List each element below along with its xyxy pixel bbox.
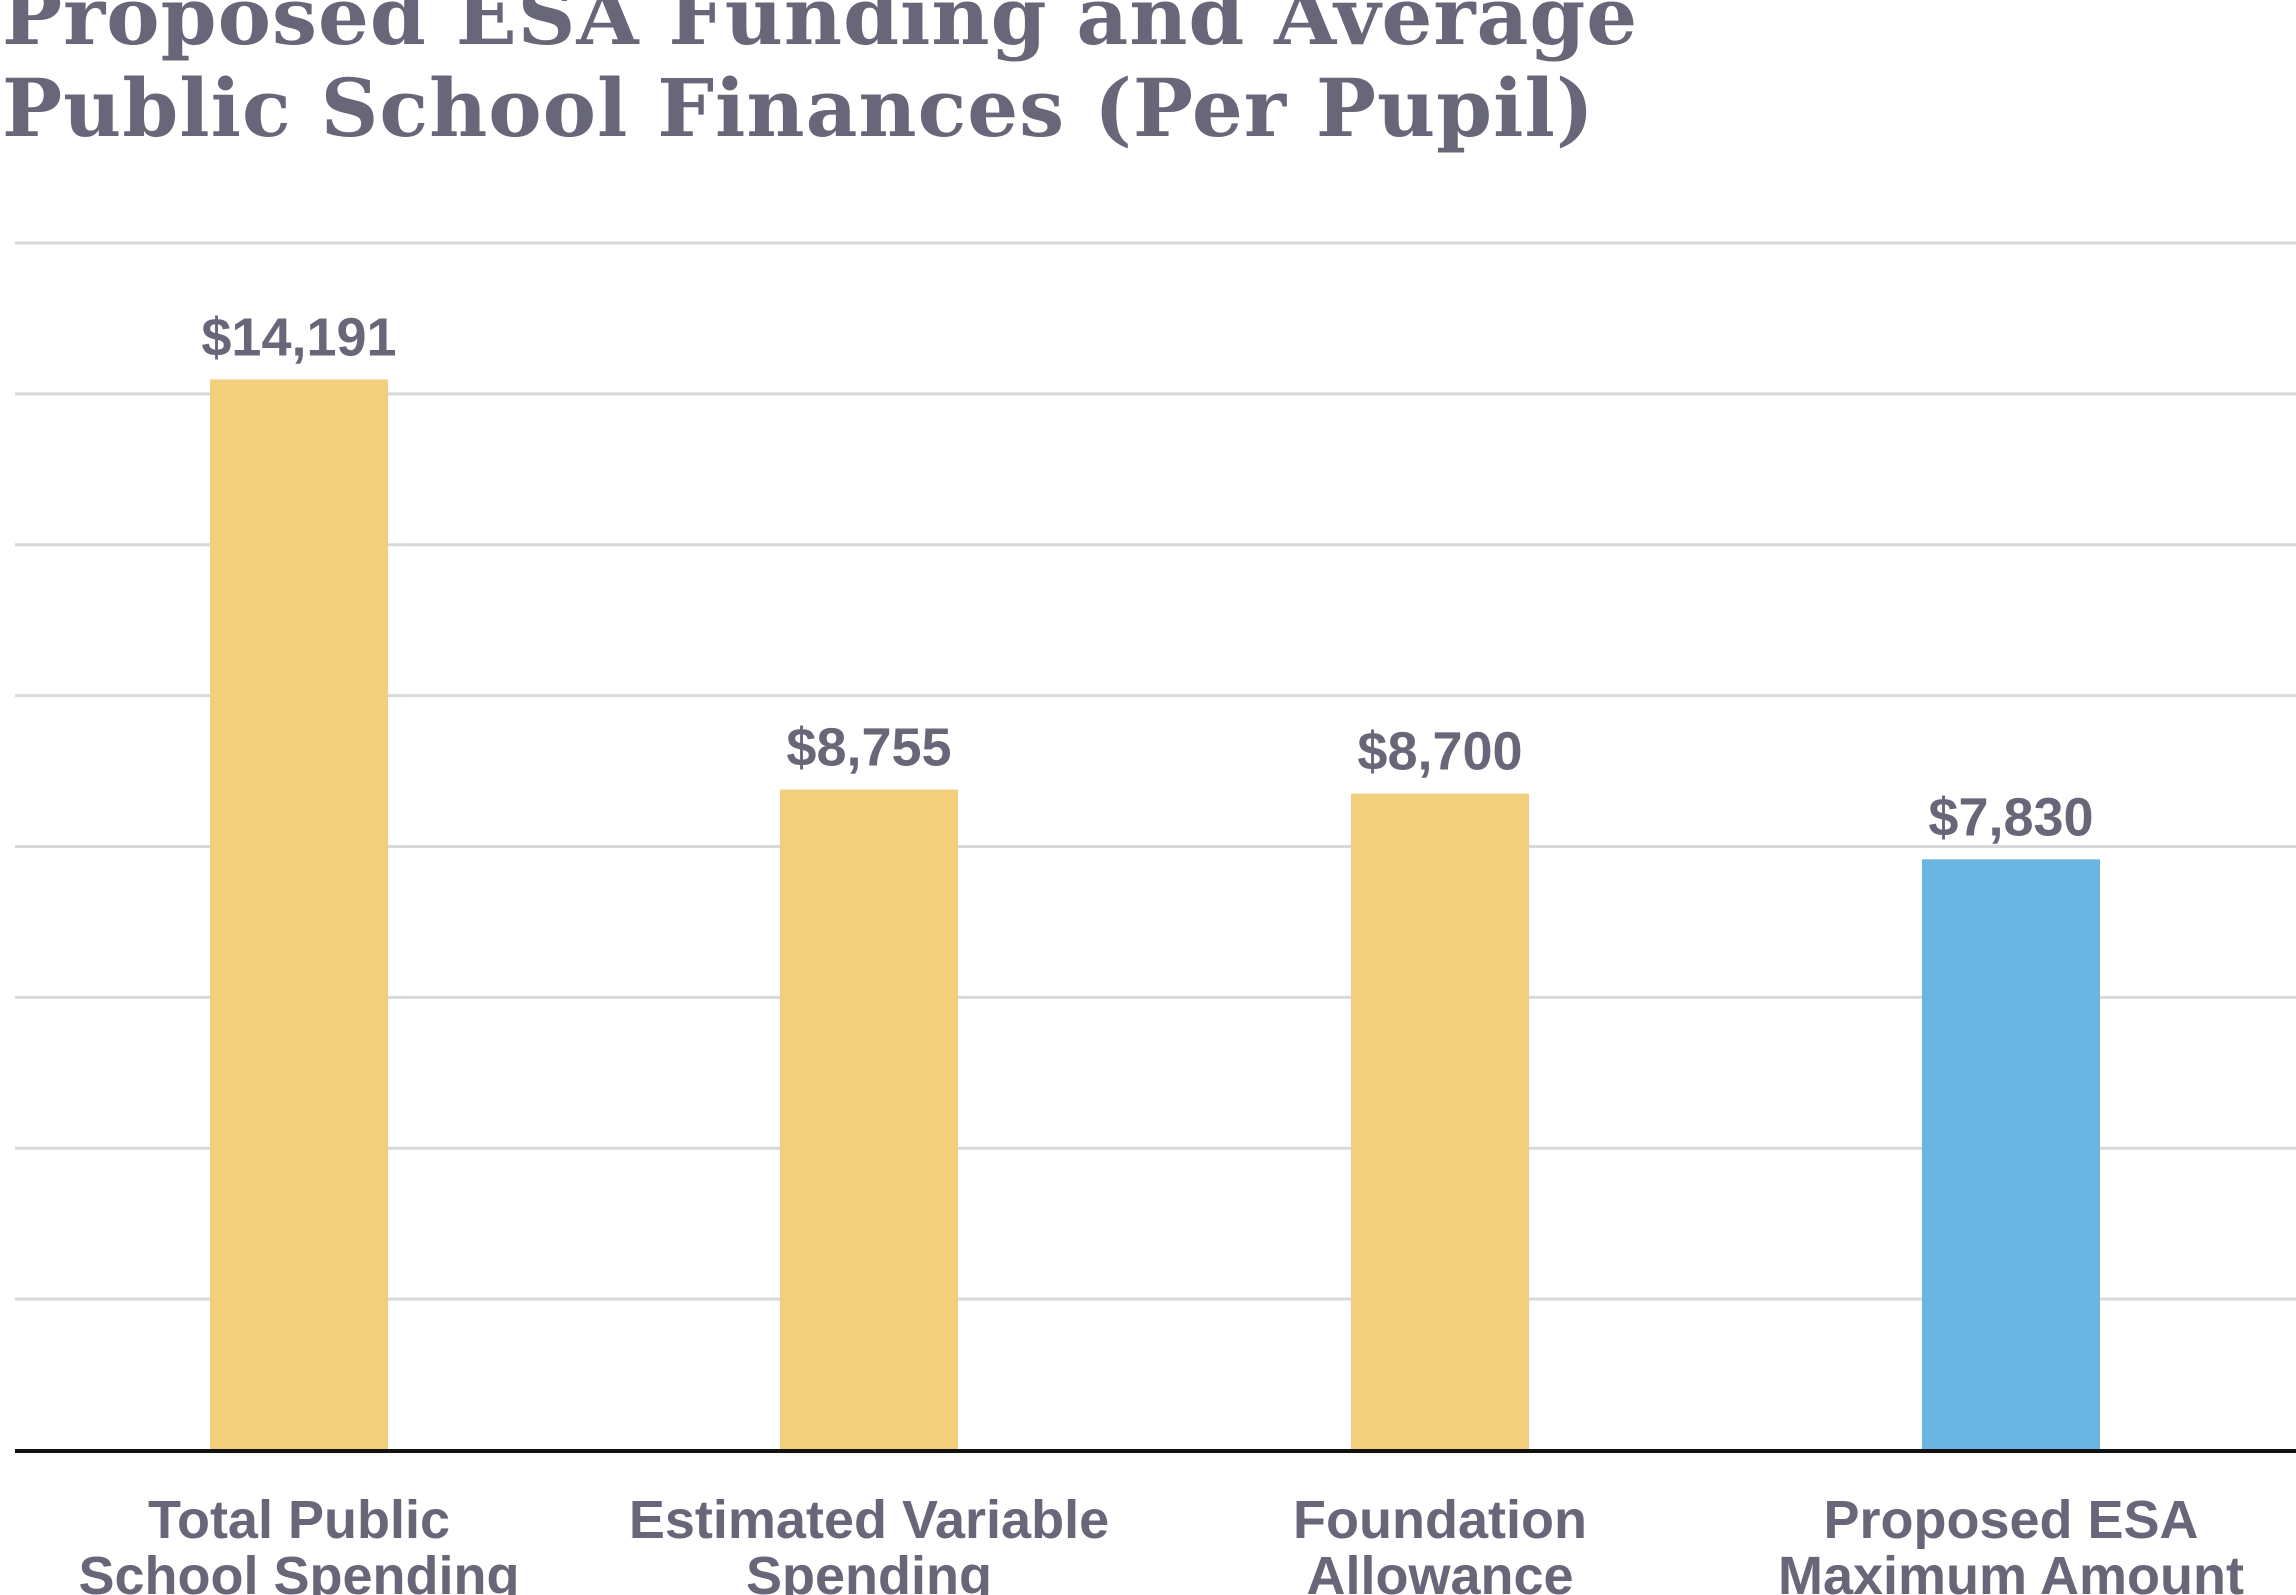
bar: [780, 789, 958, 1450]
category-label: School Spending: [79, 1546, 520, 1595]
category-label: Proposed ESA: [1823, 1490, 2198, 1550]
chart-title: Proposed ESA Funding and Average Public …: [2, 0, 1638, 154]
chart-title-line-2: Public School Finances (Per Pupil): [2, 61, 1595, 155]
category-label: Foundation: [1293, 1490, 1587, 1550]
category-label: Allowance: [1306, 1546, 1573, 1595]
data-label: $8,700: [1357, 722, 1522, 782]
bar: [1922, 859, 2100, 1450]
category-label: Estimated Variable: [629, 1490, 1109, 1550]
bar: [1351, 793, 1529, 1450]
bar: [210, 379, 388, 1450]
category-label: Total Public: [148, 1490, 450, 1550]
category-label: Maximum Amount: [1778, 1546, 2244, 1595]
data-label: $7,830: [1928, 787, 2093, 847]
data-label: $14,191: [201, 307, 396, 367]
category-label: Spending: [746, 1546, 992, 1595]
data-label: $8,755: [786, 718, 951, 778]
chart-title-line-1: Proposed ESA Funding and Average: [2, 0, 1639, 63]
